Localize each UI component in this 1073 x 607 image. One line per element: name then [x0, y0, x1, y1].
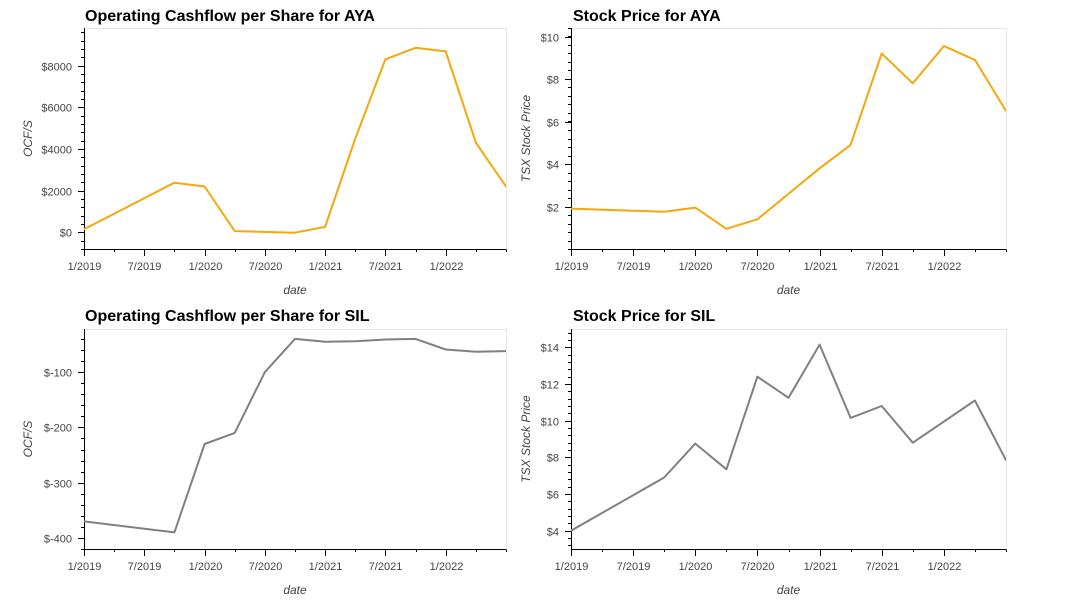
y-tick-label: $12 [541, 380, 559, 392]
sil-ocf-chart: Operating Cashflow per Share for SIL 1/2… [21, 308, 507, 597]
series-line [84, 46, 506, 234]
x-tick-label: 7/2020 [249, 561, 283, 573]
y-tick-label: $8000 [41, 62, 72, 74]
y-tick-label: $14 [541, 343, 559, 355]
x-tick-label: 1/2020 [679, 261, 713, 273]
x-axis-label: date [777, 283, 801, 297]
x-tick-label: 1/2020 [189, 261, 223, 273]
chart-title: Stock Price for SIL [573, 308, 715, 325]
y-tick-label: $2000 [41, 187, 72, 199]
x-tick-label: 7/2020 [741, 561, 775, 573]
x-tick-label: 1/2019 [555, 261, 589, 273]
x-tick-label: 1/2022 [928, 561, 962, 573]
x-tick-label: 7/2019 [617, 561, 651, 573]
x-tick-label: 7/2021 [369, 261, 403, 273]
y-tick-label: $-300 [44, 479, 72, 491]
x-tick-label: 7/2021 [866, 261, 900, 273]
aya-ocf-chart: Operating Cashflow per Share for AYA 1/2… [21, 8, 507, 297]
y-tick-label: $6000 [41, 103, 72, 115]
x-tick-label: 1/2019 [555, 561, 589, 573]
sil-price-chart: Stock Price for SIL 1/2019 7/2019 1/2020 7/… [519, 308, 1007, 597]
y-axis-label: TSX Stock Price [519, 94, 533, 182]
aya-price-chart: Stock Price for AYA 1/2019 7/2019 1/2020 7/… [519, 8, 1007, 297]
series-line [571, 45, 1006, 230]
plot-frame [84, 28, 507, 250]
x-tick-label: 7/2019 [128, 561, 162, 573]
y-tick-label: $-400 [44, 534, 72, 546]
x-tick-label: 7/2019 [128, 261, 162, 273]
x-tick-label: 7/2021 [866, 561, 900, 573]
x-tick-label: 1/2021 [309, 561, 343, 573]
y-tick-label: $2 [547, 203, 559, 215]
y-tick-label: $10 [541, 33, 559, 45]
x-tick-label: 1/2019 [68, 561, 102, 573]
x-tick-label: 1/2022 [928, 261, 962, 273]
y-axis-label: OCF/S [21, 421, 35, 458]
plot-frame [84, 329, 507, 550]
chart-title: Stock Price for AYA [573, 8, 721, 25]
y-tick-label: $8 [547, 453, 559, 465]
x-tick-label: 7/2020 [741, 261, 775, 273]
y-tick-label: $-200 [44, 423, 72, 435]
y-tick-label: $6 [547, 490, 559, 502]
x-tick-label: 1/2021 [804, 561, 838, 573]
series-line [571, 343, 1006, 532]
x-tick-label: 1/2022 [430, 261, 464, 273]
x-tick-label: 1/2019 [68, 261, 102, 273]
y-tick-label: $4000 [41, 145, 72, 157]
x-tick-label: 1/2020 [189, 561, 223, 573]
x-tick-label: 7/2021 [369, 561, 403, 573]
y-tick-label: $4 [547, 527, 559, 539]
y-tick-label: $8 [547, 75, 559, 87]
x-tick-label: 1/2020 [679, 561, 713, 573]
y-tick-label: $4 [547, 160, 559, 172]
y-tick-label: $-100 [44, 368, 72, 380]
series-line [84, 337, 506, 534]
x-tick-label: 1/2021 [804, 261, 838, 273]
y-axis-label: OCF/S [21, 120, 35, 157]
y-tick-label: $0 [60, 228, 72, 240]
chart-title: Operating Cashflow per Share for SIL [85, 308, 370, 325]
x-tick-label: 7/2020 [249, 261, 283, 273]
x-tick-label: 1/2022 [430, 561, 464, 573]
plot-frame [571, 329, 1007, 550]
y-axis-label: TSX Stock Price [519, 395, 533, 483]
x-tick-label: 1/2021 [309, 261, 343, 273]
chart-title: Operating Cashflow per Share for AYA [85, 8, 375, 25]
x-tick-label: 7/2019 [617, 261, 651, 273]
y-tick-label: $6 [547, 118, 559, 130]
x-axis-label: date [283, 583, 307, 597]
x-axis-label: date [283, 283, 307, 297]
x-axis-label: date [777, 583, 801, 597]
plot-frame [571, 28, 1007, 250]
y-tick-label: $10 [541, 417, 559, 429]
